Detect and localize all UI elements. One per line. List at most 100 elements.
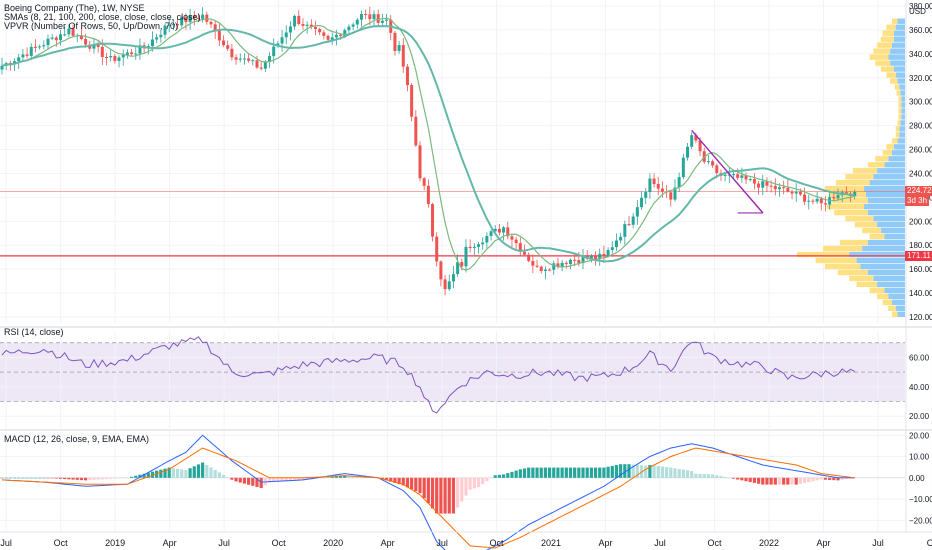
candle-body [769,185,773,187]
macd-hist-bar [723,476,727,478]
macd-hist-bar [802,477,807,483]
macd-hist-bar [761,477,765,485]
macd-hist-bar [255,477,259,487]
macd-hist-bar [167,467,171,478]
vp-down-bar [895,126,900,132]
candle-body [359,13,363,20]
candle-body [42,45,46,47]
candle-body [113,55,117,61]
vp-up-bar [900,120,905,126]
macd-hist-bar [547,467,552,478]
macd-hist-bar [251,477,255,486]
candle-body [677,177,681,188]
macd-hist-bar [819,477,823,480]
vp-down-bar [897,120,901,126]
vp-up-bar [890,60,905,66]
candle-body [782,187,786,189]
candle-body [330,37,334,40]
macd-hist-bar [744,477,748,482]
macd-hist-bar [134,475,138,478]
candle-body [326,35,330,40]
macd-hist-bar [109,477,113,479]
triangle-drawing[interactable] [691,130,764,214]
vp-down-bar [898,114,902,120]
macd-pane[interactable] [0,431,932,550]
countdown-tag: 3d 3h [905,195,930,206]
time-scale[interactable]: Jul Oct 2019 Apr Jul Oct 2020 Apr Jul Oct 2021 Apr J… [0,531,932,548]
vp-up-bar [893,36,905,42]
x-tick-label: Jul [872,538,884,548]
vp-down-bar [877,293,889,300]
macd-hist-bar [318,477,322,479]
vp-down-bar [824,263,861,270]
vp-up-bar [893,66,905,72]
vp-up-bar [893,144,905,150]
macd-hist-bar [405,477,410,488]
macd-hist-bar [610,465,614,478]
macd-hist-bar [29,477,33,479]
macd-hist-bar [665,467,669,478]
macd-hist-bar [522,468,527,478]
vp-down-bar [836,180,870,186]
candle-body [322,32,326,36]
macd-hist-bar [644,465,648,478]
vp-up-bar [897,311,905,318]
macd-hist-bar [577,467,581,478]
vp-up-bar [897,18,905,24]
vp-up-bar [849,251,905,258]
macd-hist-bar [497,474,502,478]
macd-hist-bar [439,477,443,514]
candle-body [334,34,338,38]
vp-down-bar [875,60,891,66]
macd-hist-bar [719,476,723,478]
vp-down-bar [869,54,889,60]
vp-down-bar [869,233,885,240]
vp-up-bar [891,299,905,306]
candle-body [176,24,180,26]
vp-up-bar [864,203,905,210]
rsi-pane[interactable] [0,331,932,428]
macd-hist-bar [46,477,50,479]
macd-hist-bar [481,477,485,485]
macd-hist-bar [213,469,217,478]
macd-hist-bar [715,475,719,478]
candle-body [54,37,58,41]
macd-hist-bar [104,477,109,480]
price-scales[interactable]: 120.00140.00160.00180.00200.00220.00240.… [905,0,932,532]
vp-up-bar [873,174,905,180]
macd-hist-bar [163,468,167,478]
vp-down-bar [869,287,885,294]
price-pane[interactable] [0,0,932,323]
macd-hist-bar [414,477,418,492]
macd-hist-bar [418,477,422,494]
candle-body [251,60,255,62]
candle-body [798,191,802,195]
vp-down-bar [898,96,902,102]
candle-body [100,46,104,58]
vp-down-bar [849,275,874,282]
vp-down-bar [888,305,896,312]
candle-body [163,25,167,35]
candle-body [213,24,217,31]
candle-body [376,14,380,23]
candle-body [380,20,384,23]
vp-down-bar [880,66,894,72]
candle-body [171,24,175,26]
vp-down-bar [898,102,902,108]
candle-body [786,187,790,192]
macd-hist-bar [410,477,414,490]
macd-hist-bar [272,477,276,483]
vp-up-bar [895,305,905,312]
macd-hist-bar [25,477,29,479]
vp-up-bar [860,263,905,270]
y-tick-label: 40.00 [909,383,930,392]
macd-hist-bar [581,467,585,478]
macd-hist-bar [489,477,493,479]
candle-body [297,15,301,25]
macd-hist-bar [669,467,673,478]
y-tick-label: 180.00 [909,241,932,250]
macd-hist-bar [573,467,577,478]
macd-hist-bar [125,477,129,479]
y-tick-label: 340.00 [909,50,932,59]
